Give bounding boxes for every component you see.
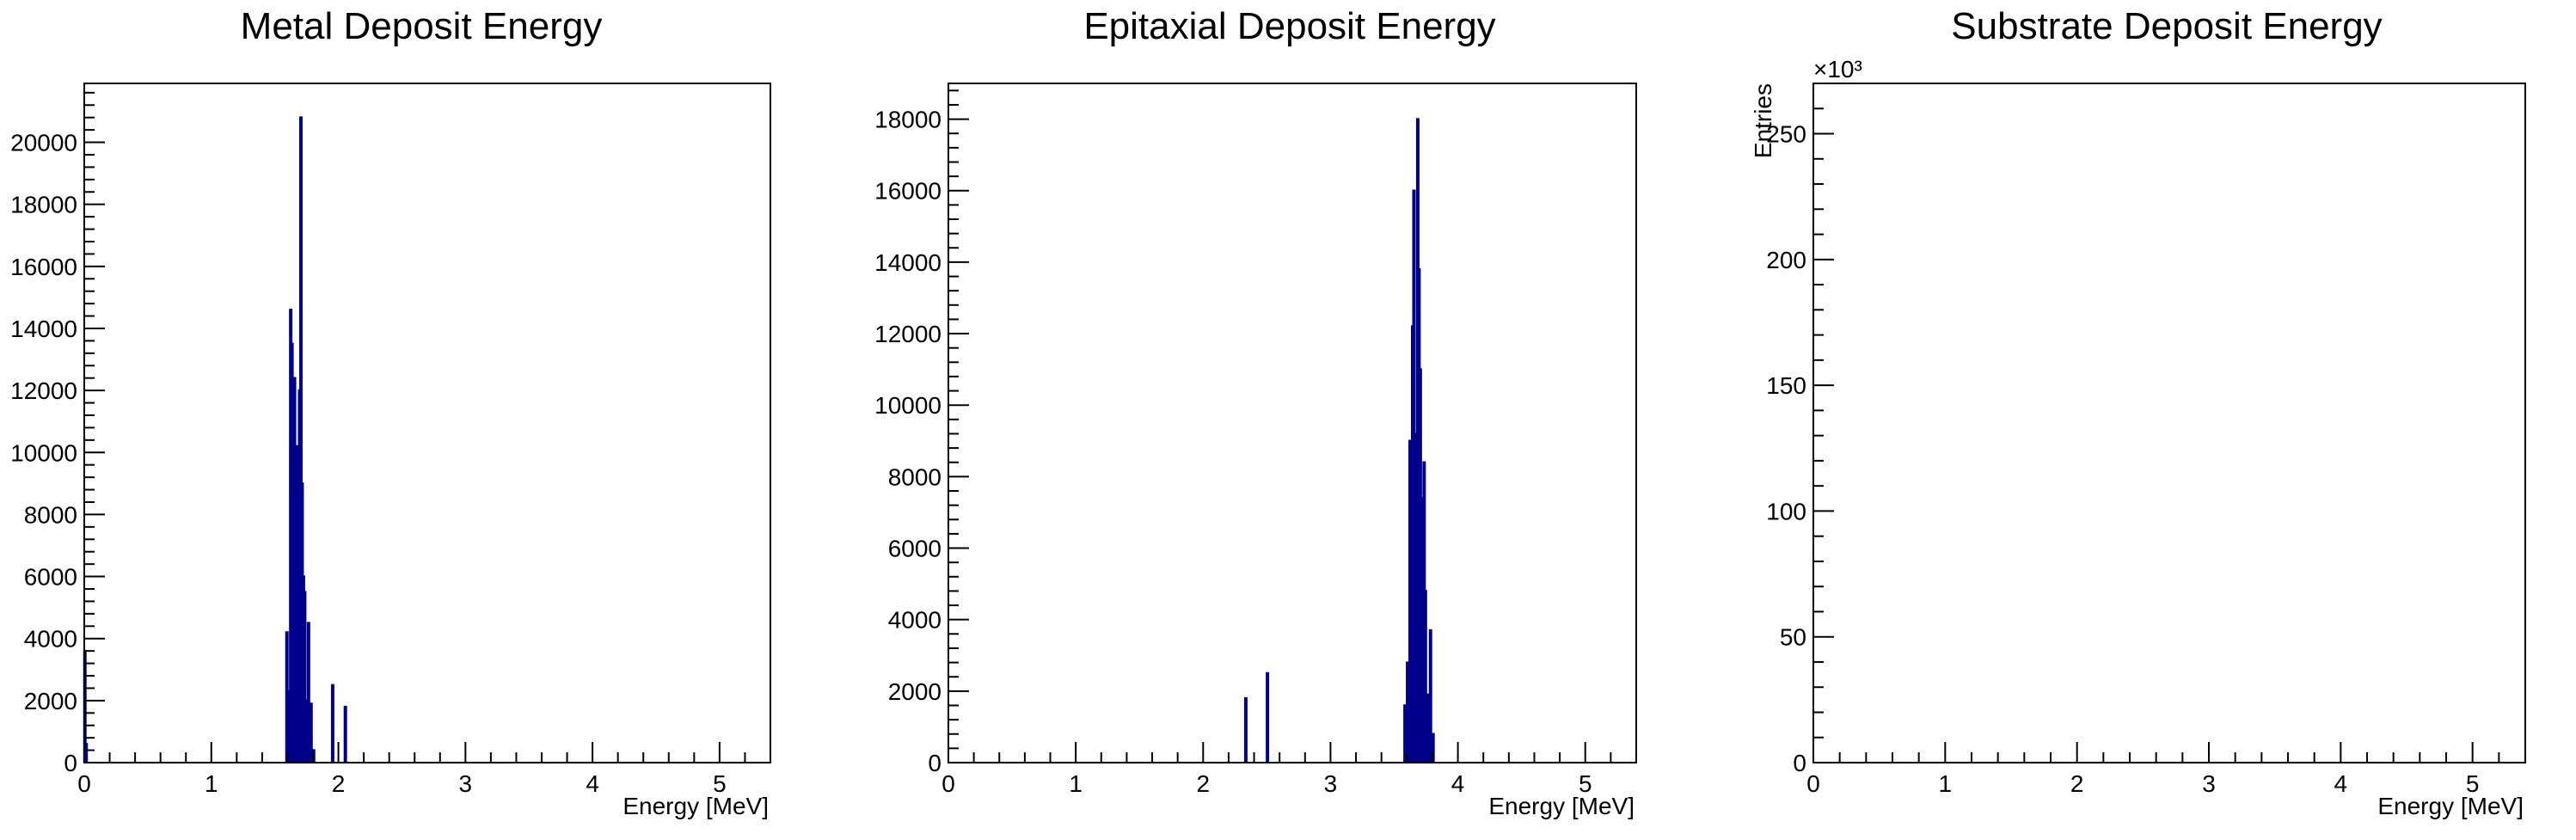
x-tick-label: 2	[332, 770, 346, 797]
histogram-bin	[1243, 696, 1248, 763]
y-tick-label: 20000	[10, 130, 77, 156]
y-axis-label: Entries	[1750, 83, 1776, 158]
y-tick-label: 2000	[24, 688, 77, 714]
histogram-bin	[286, 690, 291, 763]
y-tick-label: 0	[64, 750, 77, 776]
y-tick-label: 0	[1793, 750, 1806, 776]
x-axis-label: Energy [MeV]	[623, 793, 769, 819]
y-tick-label: 16000	[10, 254, 77, 280]
y-tick-label: 100	[1766, 498, 1806, 524]
x-tick-label: 1	[1069, 770, 1083, 797]
x-tick-label: 4	[1451, 770, 1465, 797]
y-tick-label: 14000	[10, 316, 77, 342]
chart-title: Epitaxial Deposit Energy	[1083, 5, 1495, 47]
x-tick-label: 3	[1324, 770, 1338, 797]
plot-frame	[1812, 83, 2526, 763]
x-tick-label: 1	[1939, 770, 1953, 797]
y-tick-label: 6000	[888, 536, 941, 562]
y-tick-label: 18000	[874, 107, 941, 133]
x-tick-label: 5	[1579, 770, 1592, 797]
histogram-bin	[304, 699, 308, 763]
x-tick-label: 5	[713, 770, 727, 797]
histogram-bin	[292, 377, 297, 763]
chart-title: Substrate Deposit Energy	[1951, 5, 2382, 47]
y-tick-label: 12000	[10, 377, 77, 404]
y-tick-label: 12000	[874, 321, 941, 347]
x-tick-label: 2	[2070, 770, 2084, 797]
x-tick-label: 0	[941, 770, 955, 797]
y-tick-label: 50	[1780, 624, 1806, 651]
x-tick-label: 2	[1197, 770, 1211, 797]
y-tick-label: 16000	[874, 178, 941, 205]
plot-frame	[948, 83, 1637, 763]
y-tick-label: 6000	[24, 564, 77, 591]
y-tick-label: 4000	[888, 607, 941, 634]
y-tick-label: 2000	[888, 678, 941, 705]
x-tick-label: 3	[2202, 770, 2216, 797]
y-tick-label: 8000	[24, 501, 77, 528]
histogram-bin	[1431, 733, 1435, 763]
x-tick-label: 0	[77, 770, 91, 797]
histogram-bin	[309, 702, 313, 763]
y-tick-label: 14000	[874, 249, 941, 276]
y-tick-label: 250	[1766, 121, 1806, 148]
y-tick-label: 200	[1766, 247, 1806, 273]
histogram-bin	[1408, 439, 1413, 763]
histogram-bin	[1428, 628, 1432, 763]
x-tick-label: 4	[586, 770, 599, 797]
histogram-bin	[84, 743, 89, 763]
histogram-bin	[1406, 661, 1410, 763]
histogram-bin	[303, 591, 307, 763]
histogram-bin	[298, 116, 303, 763]
x-axis-label: Energy [MeV]	[1488, 793, 1635, 819]
y-exponent-label: ×10³	[1813, 56, 1862, 83]
x-axis-label: Energy [MeV]	[2377, 793, 2524, 819]
plot-frame	[83, 83, 771, 763]
panel-metal-deposit: Metal Deposit Energy 0 1 2 3 4 5 0 2000 4000 6000…	[10, 5, 771, 819]
panel-substrate-deposit: Substrate Deposit Energy 0 1 2 3 4 5050100150…	[1750, 5, 2526, 819]
x-tick-label: 0	[1806, 770, 1820, 797]
x-tick-label: 1	[205, 770, 218, 797]
y-tick-label: 0	[928, 750, 941, 776]
histogram-bin	[1403, 704, 1408, 763]
panel-epitaxial-deposit: Epitaxial Deposit Energy 0 1 2 3 4 5 0 2000 4000…	[874, 5, 1637, 819]
histogram-bin	[343, 705, 347, 763]
histogram-bin	[330, 684, 334, 763]
y-tick-label: 150	[1766, 372, 1806, 399]
y-tick-label: 10000	[874, 392, 941, 419]
y-tick-label: 8000	[888, 463, 941, 490]
histogram-bin	[306, 622, 310, 763]
histogram-bin	[1426, 693, 1430, 763]
chart-title: Metal Deposit Energy	[241, 5, 603, 47]
y-tick-label: 10000	[10, 439, 77, 466]
histogram-bin	[1423, 590, 1427, 763]
x-tick-label: 4	[2334, 770, 2348, 797]
y-tick-label: 18000	[10, 192, 77, 218]
x-tick-label: 3	[459, 770, 473, 797]
y-tick-label: 4000	[24, 626, 77, 653]
x-tick-label: 5	[2466, 770, 2480, 797]
